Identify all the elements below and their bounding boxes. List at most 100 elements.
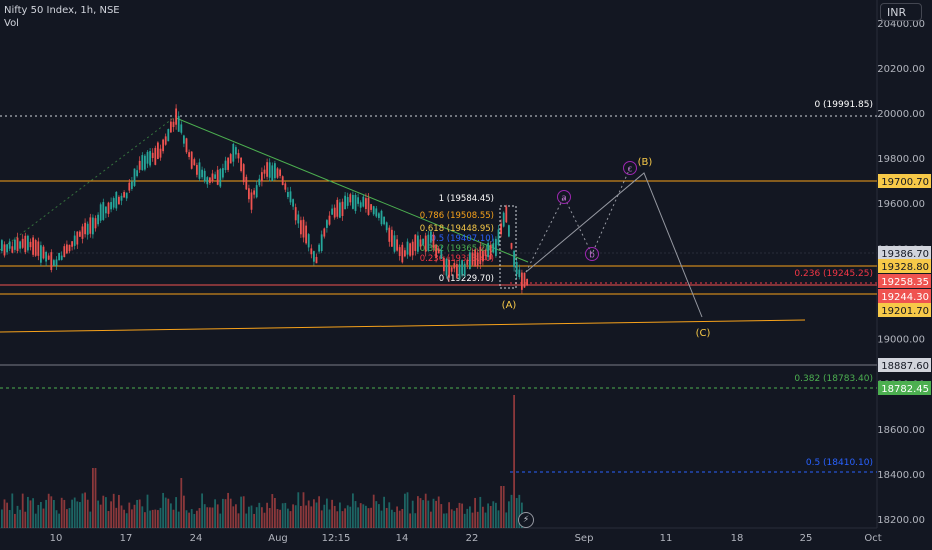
price-tick: 20000.00 <box>877 109 925 120</box>
candle <box>440 250 443 259</box>
candle <box>484 249 487 256</box>
candle <box>518 269 521 278</box>
volume-indicator-label[interactable]: Vol <box>4 18 19 29</box>
price-label-text: 19386.70 <box>881 249 929 260</box>
candle <box>456 264 458 278</box>
wave-label-minor[interactable]: c <box>628 165 633 175</box>
volume-bars[interactable] <box>1 395 523 528</box>
candle <box>219 169 222 187</box>
candle <box>29 241 32 248</box>
candle <box>497 229 500 246</box>
candle <box>450 267 453 272</box>
candle <box>521 272 523 290</box>
candle <box>346 197 349 206</box>
candle <box>443 257 445 272</box>
candle <box>175 108 177 125</box>
candle <box>76 231 79 245</box>
wave-label-C[interactable]: (C) <box>696 328 711 339</box>
candle <box>526 279 528 286</box>
candle <box>245 176 248 190</box>
price-label <box>878 358 931 372</box>
candle <box>419 239 422 247</box>
candle <box>118 196 120 205</box>
candle <box>268 162 271 178</box>
candle <box>430 231 432 243</box>
trend-line[interactable] <box>175 117 529 263</box>
candle <box>294 207 297 221</box>
wave-projection-major[interactable] <box>525 172 703 318</box>
candle <box>32 237 34 255</box>
candle <box>237 153 240 159</box>
candle <box>68 244 71 252</box>
chart-legend: Nifty 50 Index, 1h, NSE Vol <box>4 4 120 30</box>
wave-label-minor[interactable]: b <box>589 251 595 261</box>
price-label <box>878 274 931 288</box>
candle <box>331 208 333 215</box>
candle <box>336 199 339 217</box>
candle <box>151 152 154 159</box>
price-label-text: 19258.35 <box>881 277 929 288</box>
candle <box>115 191 118 209</box>
time-tick: 25 <box>800 533 813 544</box>
candle <box>437 248 440 254</box>
candle <box>73 235 76 246</box>
candle <box>435 245 437 258</box>
candle <box>359 202 362 208</box>
candle <box>248 188 250 200</box>
candle <box>180 124 183 133</box>
time-tick: 14 <box>396 533 409 544</box>
candle <box>154 147 157 165</box>
candle <box>352 194 354 209</box>
candle <box>274 163 276 179</box>
candle <box>60 255 63 260</box>
wave-projection-minor[interactable] <box>525 167 631 273</box>
candle <box>8 241 11 249</box>
candle <box>354 194 357 211</box>
candle <box>315 256 318 264</box>
candle <box>461 260 463 275</box>
wave-label-B[interactable]: (B) <box>638 157 653 168</box>
candle <box>229 154 232 164</box>
candle <box>188 152 190 157</box>
price-tick: 18200.00 <box>877 515 925 526</box>
candle <box>487 243 489 258</box>
trend-line[interactable] <box>0 319 806 333</box>
candle <box>159 148 162 158</box>
price-label <box>878 303 931 317</box>
candle <box>411 241 414 256</box>
wave-label-A[interactable]: (A) <box>502 300 517 311</box>
candle <box>279 169 281 176</box>
candle <box>89 217 92 234</box>
candle <box>172 121 175 128</box>
candles[interactable] <box>1 104 528 294</box>
candle <box>47 255 50 260</box>
candle <box>396 239 398 251</box>
candle <box>276 168 279 178</box>
candle <box>476 252 479 266</box>
candle <box>240 157 242 172</box>
price-label-text: 19700.70 <box>881 177 929 188</box>
candle <box>500 223 502 235</box>
candle <box>222 168 224 178</box>
price-label-text: 19244.30 <box>881 292 929 303</box>
symbol-title[interactable]: Nifty 50 Index, 1h, NSE <box>4 5 120 16</box>
currency-button[interactable]: INR <box>880 3 922 21</box>
lightning-icon[interactable]: ⚡ <box>518 512 534 528</box>
candle <box>211 173 214 182</box>
candle <box>367 197 370 215</box>
candle <box>235 147 237 155</box>
candle <box>398 247 401 257</box>
candle <box>482 250 484 262</box>
time-tick: 18 <box>731 533 744 544</box>
candle <box>50 252 53 271</box>
candle <box>378 213 380 218</box>
candle <box>157 142 159 159</box>
candle <box>24 235 27 253</box>
candle <box>227 157 229 170</box>
candle <box>266 162 268 177</box>
price-label <box>878 259 931 273</box>
price-tick: 19000.00 <box>877 335 925 346</box>
candle <box>162 139 164 152</box>
wave-label-minor[interactable]: a <box>561 194 567 204</box>
